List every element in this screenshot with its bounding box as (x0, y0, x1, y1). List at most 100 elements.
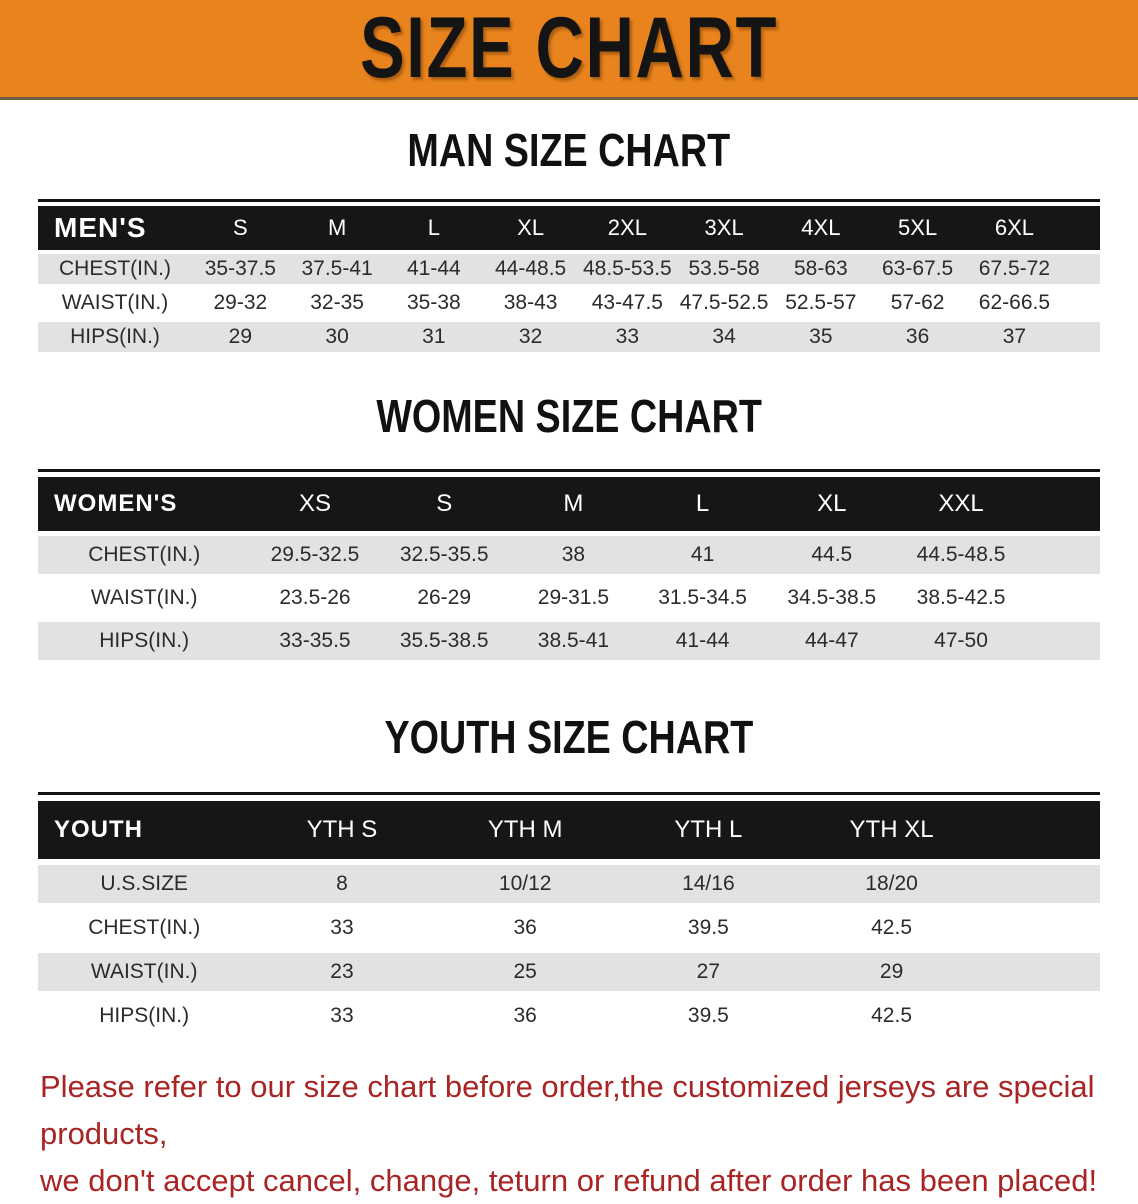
row-label: HIPS(IN.) (38, 997, 251, 1035)
size-value-cell: 32.5-35.5 (379, 536, 509, 574)
size-value-cell: 34 (675, 322, 773, 352)
table-row: U.S.SIZE 8 10/12 14/16 18/20 (38, 865, 1100, 903)
size-column-header: M (288, 206, 386, 250)
table-row: HIPS(IN.) 29 30 31 32 33 34 35 36 37 (38, 322, 1100, 352)
men-size-heading-text: MAN SIZE CHART (407, 124, 731, 176)
row-label: CHEST(IN.) (38, 536, 251, 574)
youth-table-title: YOUTH (38, 801, 251, 859)
women-size-table: WOMEN'S XS S M L XL XXL CHEST(IN.) 29.5-32.5 32.5… (38, 472, 1100, 665)
size-value-cell: 63-67.5 (869, 254, 966, 284)
size-value-cell: 41 (638, 536, 768, 574)
size-value-cell: 44-47 (767, 622, 897, 660)
disclaimer-line-2: we don't accept cancel, change, teturn o… (40, 1163, 1098, 1198)
size-value-cell: 33 (578, 322, 676, 352)
size-value-cell: 32 (482, 322, 579, 352)
size-value-cell: 36 (869, 322, 966, 352)
row-spacer (1062, 322, 1100, 352)
size-value-cell: 44.5 (767, 536, 897, 574)
row-spacer (1025, 579, 1100, 617)
disclaimer-line-1: Please refer to our size chart before or… (40, 1069, 1095, 1151)
size-value-cell: 58-63 (772, 254, 870, 284)
size-column-header: XXL (896, 477, 1026, 531)
size-column-header: YTH M (433, 801, 617, 859)
row-spacer (983, 997, 1100, 1035)
table-row: WAIST(IN.) 23 25 27 29 (38, 953, 1100, 991)
row-spacer (1062, 254, 1100, 284)
table-row: HIPS(IN.) 33 36 39.5 42.5 (38, 997, 1100, 1035)
size-value-cell: 18/20 (799, 865, 984, 903)
size-column-header: 4XL (772, 206, 870, 250)
size-value-cell: 35.5-38.5 (379, 622, 509, 660)
size-value-cell: 57-62 (869, 288, 966, 318)
table-row: CHEST(IN.) 35-37.5 37.5-41 41-44 44-48.5 48.5… (38, 254, 1100, 284)
size-value-cell: 32-35 (288, 288, 386, 318)
size-column-header: YTH XL (799, 801, 984, 859)
table-row: CHEST(IN.) 29.5-32.5 32.5-35.5 38 41 44.5 44.5… (38, 536, 1100, 574)
size-value-cell: 30 (288, 322, 386, 352)
size-value-cell: 29 (799, 953, 984, 991)
size-column-header: L (638, 477, 768, 531)
size-column-header: S (379, 477, 509, 531)
size-column-header: M (508, 477, 638, 531)
size-value-cell: 38 (508, 536, 638, 574)
men-size-heading: MAN SIZE CHART (0, 126, 1138, 183)
row-spacer (983, 953, 1100, 991)
table-row: WAIST(IN.) 29-32 32-35 35-38 38-43 43-47.5 47.… (38, 288, 1100, 318)
size-value-cell: 36 (433, 997, 617, 1035)
size-value-cell: 39.5 (616, 909, 800, 947)
size-column-header: 2XL (578, 206, 676, 250)
row-label: U.S.SIZE (38, 865, 251, 903)
size-value-cell: 67.5-72 (965, 254, 1063, 284)
row-spacer (1025, 622, 1100, 660)
size-column-header: XL (767, 477, 897, 531)
size-value-cell: 31.5-34.5 (638, 579, 768, 617)
row-label: WAIST(IN.) (38, 953, 251, 991)
row-spacer (983, 865, 1100, 903)
size-value-cell: 44.5-48.5 (896, 536, 1026, 574)
size-value-cell: 37 (965, 322, 1063, 352)
women-size-table-wrap: WOMEN'S XS S M L XL XXL CHEST(IN.) 29.5-32.5 32.5… (38, 469, 1100, 665)
size-value-cell: 29.5-32.5 (250, 536, 380, 574)
size-value-cell: 44-48.5 (482, 254, 579, 284)
row-label: HIPS(IN.) (38, 622, 251, 660)
youth-size-section: YOUTH SIZE CHART YOUTH YTH S YTH M YTH L YTH … (0, 713, 1138, 1041)
women-size-heading: WOMEN SIZE CHART (0, 392, 1138, 449)
men-size-table-wrap: MEN'S S M L XL 2XL 3XL 4XL 5XL 6XL CHEST(IN.) 35-37… (38, 199, 1100, 356)
women-table-header-row: WOMEN'S XS S M L XL XXL (38, 477, 1100, 531)
men-table-header-row: MEN'S S M L XL 2XL 3XL 4XL 5XL 6XL (38, 206, 1100, 250)
size-column-header: S (191, 206, 289, 250)
size-value-cell: 33 (250, 909, 434, 947)
size-column-header: XL (482, 206, 579, 250)
size-value-cell: 38.5-42.5 (896, 579, 1026, 617)
size-column-header: L (385, 206, 483, 250)
women-size-section: WOMEN SIZE CHART WOMEN'S XS S M L XL XXL CHEST(I… (0, 392, 1138, 665)
banner: SIZE CHART (0, 0, 1138, 100)
youth-size-table-wrap: YOUTH YTH S YTH M YTH L YTH XL U.S.SIZE 8 10/12… (38, 792, 1100, 1041)
size-value-cell: 48.5-53.5 (578, 254, 676, 284)
row-label: WAIST(IN.) (38, 579, 251, 617)
size-column-header: 6XL (965, 206, 1063, 250)
size-value-cell: 41-44 (385, 254, 483, 284)
youth-size-table: YOUTH YTH S YTH M YTH L YTH XL U.S.SIZE 8 10/12… (38, 795, 1100, 1041)
size-column-header: YTH L (616, 801, 800, 859)
size-value-cell: 14/16 (616, 865, 800, 903)
size-value-cell: 29-32 (191, 288, 289, 318)
youth-size-heading: YOUTH SIZE CHART (0, 713, 1138, 770)
size-value-cell: 33 (250, 997, 434, 1035)
men-table-title: MEN'S (38, 206, 192, 250)
men-size-table: MEN'S S M L XL 2XL 3XL 4XL 5XL 6XL CHEST(IN.) 35-37… (38, 202, 1100, 356)
size-value-cell: 29-31.5 (508, 579, 638, 617)
men-size-section: MAN SIZE CHART MEN'S S M L XL 2XL 3XL 4XL 5XL 6XL C… (0, 126, 1138, 356)
size-value-cell: 62-66.5 (965, 288, 1063, 318)
size-column-header: XS (250, 477, 380, 531)
size-column-header: 5XL (869, 206, 966, 250)
size-chart-sections: MAN SIZE CHART MEN'S S M L XL 2XL 3XL 4XL 5XL 6XL C… (0, 126, 1138, 1041)
size-value-cell: 38.5-41 (508, 622, 638, 660)
size-value-cell: 38-43 (482, 288, 579, 318)
size-value-cell: 27 (616, 953, 800, 991)
row-spacer (1025, 536, 1100, 574)
size-value-cell: 41-44 (638, 622, 768, 660)
header-spacer (983, 801, 1100, 859)
size-value-cell: 26-29 (379, 579, 509, 617)
